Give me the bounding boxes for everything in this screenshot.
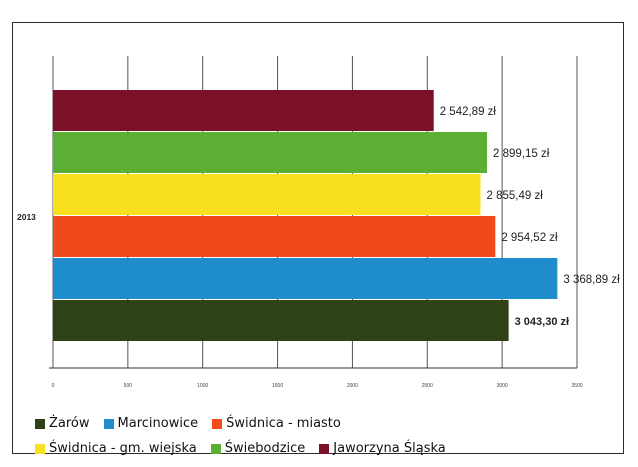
legend-label: Świdnica - miasto: [226, 416, 341, 431]
legend-item: Jaworzyna Śląska: [319, 441, 446, 456]
data-label: 2 899,15 zł: [493, 148, 550, 160]
legend-swatch: [35, 418, 45, 429]
x-tick-label: 3500: [571, 383, 582, 389]
data-label: 3 043,30 zł: [515, 316, 569, 328]
legend-item: Świdnica - gm. wiejska: [35, 441, 197, 456]
legend-swatch: [210, 443, 221, 454]
data-label: 2 542,89 zł: [440, 106, 497, 118]
x-tick-label: 500: [124, 383, 133, 389]
data-label: 3 368,89 zł: [563, 274, 620, 286]
legend-item: Świebodzice: [210, 441, 306, 456]
legend-row: Żarów Marcinowice Świdnica - miasto: [35, 416, 625, 431]
bar: [53, 258, 558, 299]
bar: [53, 300, 509, 341]
legend-item: Żarów: [35, 416, 90, 431]
legend-swatch: [35, 443, 45, 454]
legend-swatch: [319, 443, 330, 454]
x-tick-label: 0: [52, 383, 55, 389]
bar: [53, 216, 496, 257]
x-tick-label: 2000: [347, 383, 358, 389]
legend-label: Jaworzyna Śląska: [333, 441, 446, 456]
bar-chart: 0 500 1000 1500 2000 2500 3000 3500 2 542,89 zł 2…: [17, 56, 620, 389]
legend-label: Świebodzice: [224, 441, 306, 456]
category-label: 2013: [17, 212, 36, 222]
legend-swatch: [103, 418, 114, 429]
legend-label: Świdnica - gm. wiejska: [49, 441, 197, 456]
x-tick-label: 3000: [497, 383, 508, 389]
x-tick-label: 2500: [422, 383, 433, 389]
x-tick-label: 1000: [197, 383, 208, 389]
legend-label: Żarów: [49, 416, 90, 431]
legend-label: Marcinowice: [117, 416, 199, 431]
bar: [53, 90, 434, 131]
legend-item: Świdnica - miasto: [212, 416, 341, 431]
bar: [53, 174, 481, 215]
legend: Żarów Marcinowice Świdnica - miasto Świdnic…: [35, 416, 625, 466]
legend-swatch: [212, 418, 223, 429]
legend-row: Świdnica - gm. wiejska Świebodzice Jaworzy…: [35, 441, 625, 456]
x-tick-label: 1500: [272, 383, 283, 389]
legend-item: Marcinowice: [103, 416, 199, 431]
chart-frame: 0 500 1000 1500 2000 2500 3000 3500 2 542,89 zł 2…: [12, 22, 624, 456]
data-label: 2 855,49 zł: [487, 190, 544, 202]
data-label: 2 954,52 zł: [501, 232, 558, 244]
bar: [53, 132, 488, 173]
